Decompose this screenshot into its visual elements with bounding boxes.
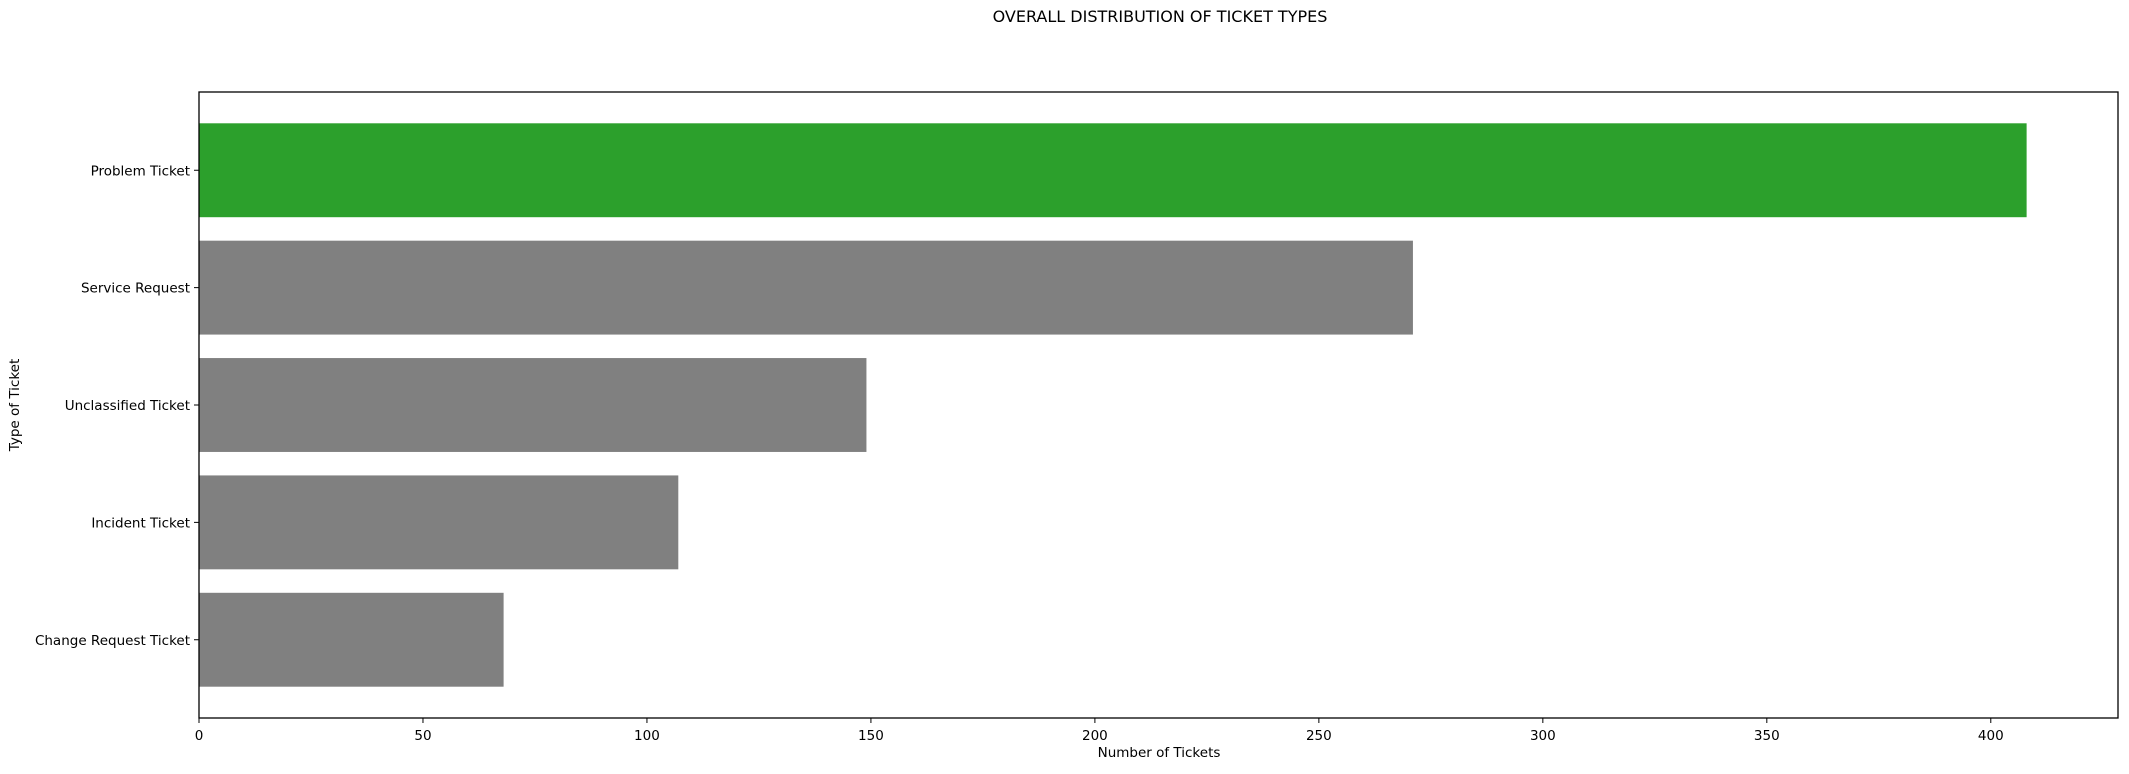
y-tick-label: Unclassified Ticket [65, 398, 190, 414]
bar-service-request [199, 240, 1413, 335]
bars-layer [199, 123, 2027, 687]
bar-problem-ticket [199, 123, 2027, 218]
x-tick-label: 150 [858, 728, 884, 744]
x-tick-label: 200 [1082, 728, 1108, 744]
y-tick-label: Problem Ticket [91, 163, 190, 179]
x-tick-label: 350 [1754, 728, 1780, 744]
y-tick-label: Change Request Ticket [35, 633, 190, 649]
y-axis-label: Type of Ticket [7, 359, 23, 453]
x-tick-label: 300 [1530, 728, 1556, 744]
chart-title: OVERALL DISTRIBUTION OF TICKET TYPES [993, 7, 1328, 26]
y-axis-ticks: Problem Ticket Service Request Unclassifie… [35, 163, 199, 649]
x-tick-label: 400 [1978, 728, 2004, 744]
plot-frame [198, 91, 2119, 719]
y-tick-label: Service Request [81, 281, 190, 297]
x-axis-label: Number of Tickets [1098, 745, 1221, 761]
x-tick-label: 50 [414, 728, 431, 744]
x-tick-label: 100 [634, 728, 660, 744]
bar-incident-ticket [199, 475, 679, 570]
x-tick-label: 0 [195, 728, 204, 744]
x-axis-ticks: 0 50 100 150 200 250 300 350 400 [195, 718, 2004, 744]
bar-change-request-ticket [199, 592, 504, 687]
y-tick-label: Incident Ticket [91, 515, 190, 531]
bar-unclassified-ticket [199, 358, 867, 452]
x-tick-label: 250 [1306, 728, 1332, 744]
